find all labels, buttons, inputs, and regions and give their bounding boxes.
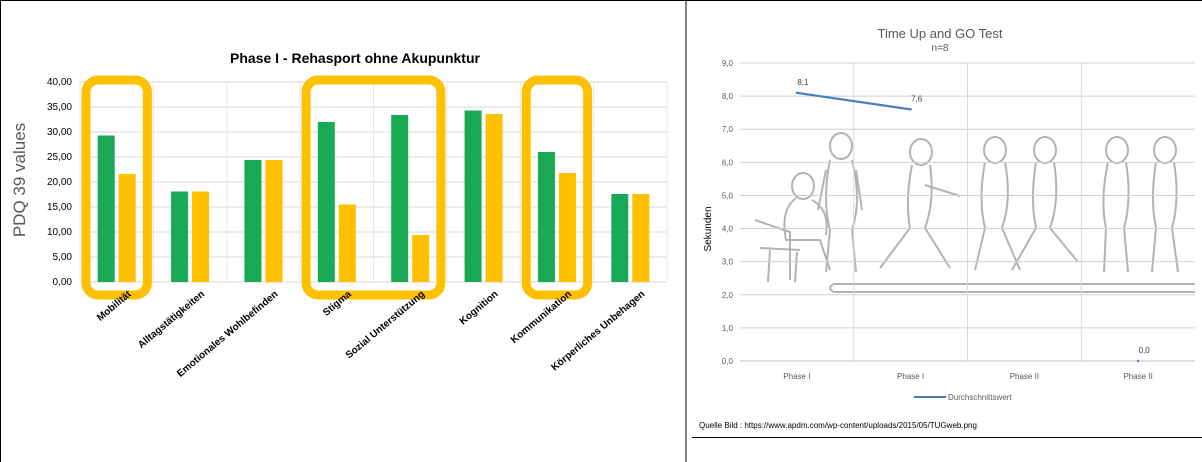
- highlight-box-2: [301, 75, 446, 300]
- left-chart-ylabel: PDQ 39 values: [10, 123, 29, 237]
- left-y-tick-label: 20,00: [47, 177, 72, 188]
- bar-green-3: [244, 160, 262, 282]
- right-category-label: Phase II: [1123, 372, 1152, 381]
- bar-yellow-6: [485, 114, 503, 282]
- left-category-label: Alltagstätigkeiten: [136, 289, 207, 351]
- left-category-label: Sozial Unterstützung: [344, 289, 427, 361]
- bar-yellow-1: [118, 174, 136, 282]
- bar-green-4: [317, 122, 335, 282]
- right-y-tick-label: 3,0: [722, 258, 734, 267]
- right-y-tick-label: 5,0: [722, 191, 734, 200]
- data-point-durchschnittswert: [909, 108, 912, 111]
- bar-yellow-4: [338, 204, 356, 282]
- highlight-box-3: [521, 75, 593, 300]
- left-y-tick-label: 10,00: [47, 227, 72, 238]
- bar-yellow-2: [192, 191, 210, 282]
- right-chart-ylabel: Sekunden: [703, 206, 714, 251]
- right-category-label: Phase I: [783, 372, 810, 381]
- bar-yellow-8: [632, 194, 650, 282]
- bar-green-8: [611, 194, 629, 282]
- right-y-tick-label: 7,0: [722, 125, 734, 134]
- right-y-tick-label: 2,0: [722, 291, 734, 300]
- right-y-tick-label: 0,0: [722, 357, 734, 366]
- walking-figures-illustration: [754, 132, 1195, 293]
- bar-yellow-7: [558, 173, 576, 282]
- left-y-tick-label: 15,00: [47, 202, 72, 213]
- legend-label-durchschnittswert: Durchschnittswert: [948, 393, 1012, 402]
- right-category-label: Phase II: [1010, 372, 1039, 381]
- data-label-durchschnittswert: 8,1: [797, 78, 809, 87]
- right-chart-subtitle: n=8: [932, 43, 949, 54]
- bar-green-1: [97, 135, 115, 282]
- left-y-tick-label: 35,00: [47, 102, 72, 113]
- right-category-label: Phase I: [897, 372, 924, 381]
- left-y-tick-label: 30,00: [47, 127, 72, 138]
- right-y-tick-label: 6,0: [722, 158, 734, 167]
- right-y-tick-label: 1,0: [722, 324, 734, 333]
- left-y-tick-label: 25,00: [47, 152, 72, 163]
- left-chart-title: Phase I - Rehasport ohne Akupunktur: [230, 50, 481, 66]
- left-y-tick-label: 5,00: [53, 252, 73, 263]
- left-y-tick-label: 0,00: [53, 277, 73, 288]
- pdq-bar-chart: Phase I - Rehasport ohne Akupunktur PDQ …: [10, 50, 668, 380]
- tug-line-chart: Time Up and GO Test n=8 Sekunden: [699, 26, 1195, 430]
- right-y-tick-label: 9,0: [722, 59, 734, 68]
- data-label-durchschnittswert: 7,6: [911, 94, 923, 103]
- data-point-durchschnittswert: [1136, 359, 1140, 363]
- highlight-box-1: [81, 75, 152, 300]
- left-category-label: Kognition: [458, 289, 501, 327]
- data-label-durchschnittswert: 0,0: [1139, 346, 1151, 355]
- bar-green-5: [391, 115, 409, 282]
- bar-green-2: [171, 191, 189, 282]
- bar-green-7: [537, 152, 555, 282]
- right-chart-title: Time Up and GO Test: [878, 26, 1003, 41]
- data-point-durchschnittswert: [795, 91, 799, 95]
- bar-green-6: [464, 110, 482, 282]
- source-note: Quelle Bild : https://www.apdm.com/wp-co…: [699, 421, 977, 430]
- right-y-tick-label: 4,0: [722, 225, 734, 234]
- left-y-tick-label: 40,00: [47, 77, 72, 88]
- right-y-tick-label: 8,0: [722, 92, 734, 101]
- bar-yellow-5: [412, 235, 430, 282]
- bar-yellow-3: [265, 160, 283, 282]
- line-segment-durchschnittswert: [796, 91, 911, 111]
